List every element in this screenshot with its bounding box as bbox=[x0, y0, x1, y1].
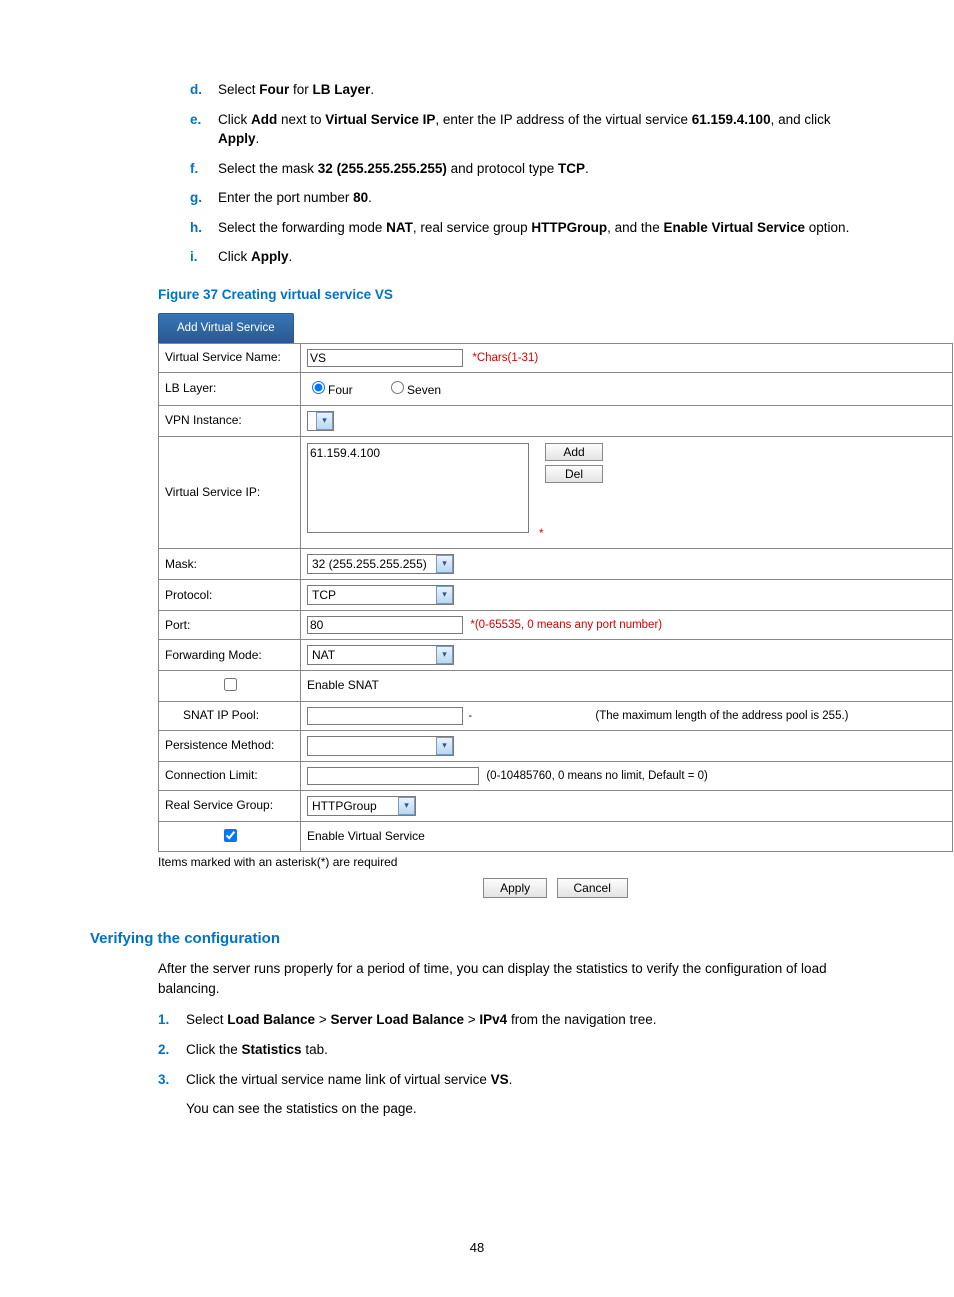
numbered-step-list: 1. Select Load Balance > Server Load Bal… bbox=[158, 1010, 864, 1089]
connlimit-input[interactable] bbox=[307, 767, 479, 785]
chevron-down-icon: ▾ bbox=[316, 412, 333, 430]
verify-intro: After the server runs properly for a per… bbox=[158, 959, 864, 998]
lblayer-label: LB Layer: bbox=[159, 373, 301, 405]
vstep-2-label: 2. bbox=[158, 1040, 186, 1060]
fwd-select[interactable]: ▾ bbox=[307, 645, 454, 665]
persist-select[interactable]: ▾ bbox=[307, 736, 454, 756]
vip-textarea[interactable] bbox=[307, 443, 529, 533]
vsname-hint: *Chars(1-31) bbox=[472, 352, 538, 364]
step-h-label: h. bbox=[190, 218, 218, 238]
step-i: i. Click Apply. bbox=[190, 247, 864, 267]
vip-required-star: * bbox=[539, 528, 543, 540]
apply-button[interactable]: Apply bbox=[483, 878, 547, 898]
radio-seven[interactable] bbox=[391, 381, 404, 394]
vstep-3-label: 3. bbox=[158, 1070, 186, 1090]
snatpool-label: SNAT IP Pool: bbox=[159, 701, 301, 730]
vstep-2: 2. Click the Statistics tab. bbox=[158, 1040, 864, 1060]
step-g-label: g. bbox=[190, 188, 218, 208]
vstep-1-text: Select Load Balance > Server Load Balanc… bbox=[186, 1010, 864, 1030]
enable-vs-label: Enable Virtual Service bbox=[301, 821, 953, 851]
rsg-label: Real Service Group: bbox=[159, 790, 301, 821]
fwd-label: Forwarding Mode: bbox=[159, 640, 301, 671]
connlimit-hint: (0-10485760, 0 means no limit, Default =… bbox=[486, 770, 708, 782]
rsg-select[interactable]: ▾ bbox=[307, 796, 416, 816]
chevron-down-icon: ▾ bbox=[436, 586, 453, 604]
step-d-text: Select Four for LB Layer. bbox=[218, 80, 864, 100]
del-button[interactable]: Del bbox=[545, 465, 603, 483]
vstep-3-text: Click the virtual service name link of v… bbox=[186, 1070, 864, 1090]
step-f: f. Select the mask 32 (255.255.255.255) … bbox=[190, 159, 864, 179]
step-e-label: e. bbox=[190, 110, 218, 149]
chevron-down-icon: ▾ bbox=[436, 737, 453, 755]
chevron-down-icon: ▾ bbox=[436, 555, 453, 573]
enable-vs-checkbox[interactable] bbox=[224, 829, 237, 842]
mask-select[interactable]: ▾ bbox=[307, 554, 454, 574]
cancel-button[interactable]: Cancel bbox=[557, 878, 628, 898]
verify-heading: Verifying the configuration bbox=[90, 928, 864, 950]
vpn-label: VPN Instance: bbox=[159, 405, 301, 436]
vstep-2-text: Click the Statistics tab. bbox=[186, 1040, 864, 1060]
step-g-text: Enter the port number 80. bbox=[218, 188, 864, 208]
radio-four[interactable] bbox=[312, 381, 325, 394]
step-h-text: Select the forwarding mode NAT, real ser… bbox=[218, 218, 864, 238]
port-input[interactable] bbox=[307, 616, 463, 634]
vpn-select[interactable]: ▾ bbox=[307, 411, 334, 431]
vstep-3-sub: You can see the statistics on the page. bbox=[186, 1099, 864, 1119]
step-d-label: d. bbox=[190, 80, 218, 100]
step-g: g. Enter the port number 80. bbox=[190, 188, 864, 208]
enable-snat-label: Enable SNAT bbox=[301, 671, 953, 701]
step-f-text: Select the mask 32 (255.255.255.255) and… bbox=[218, 159, 864, 179]
vip-label: Virtual Service IP: bbox=[159, 436, 301, 549]
chevron-down-icon: ▾ bbox=[436, 646, 453, 664]
proto-label: Protocol: bbox=[159, 580, 301, 611]
figure-caption: Figure 37 Creating virtual service VS bbox=[158, 285, 864, 305]
step-d: d. Select Four for LB Layer. bbox=[190, 80, 864, 100]
tab-add-virtual-service[interactable]: Add Virtual Service bbox=[158, 313, 294, 344]
add-virtual-service-form: Add Virtual Service Virtual Service Name… bbox=[158, 313, 864, 898]
add-button[interactable]: Add bbox=[545, 443, 603, 461]
lblayer-seven-radio[interactable]: Seven bbox=[386, 383, 441, 397]
persist-label: Persistence Method: bbox=[159, 730, 301, 761]
step-h: h. Select the forwarding mode NAT, real … bbox=[190, 218, 864, 238]
vsname-input[interactable] bbox=[307, 349, 463, 367]
mask-label: Mask: bbox=[159, 549, 301, 580]
snatpool-input[interactable] bbox=[307, 707, 463, 725]
page-number: 48 bbox=[90, 1239, 864, 1258]
step-i-label: i. bbox=[190, 247, 218, 267]
step-i-text: Click Apply. bbox=[218, 247, 864, 267]
enable-snat-checkbox[interactable] bbox=[224, 678, 237, 691]
step-e: e. Click Add next to Virtual Service IP,… bbox=[190, 110, 864, 149]
proto-select[interactable]: ▾ bbox=[307, 585, 454, 605]
vstep-3: 3. Click the virtual service name link o… bbox=[158, 1070, 864, 1090]
lblayer-four-radio[interactable]: Four bbox=[307, 383, 356, 397]
chevron-down-icon: ▾ bbox=[398, 797, 415, 815]
step-f-label: f. bbox=[190, 159, 218, 179]
port-label: Port: bbox=[159, 611, 301, 640]
lettered-step-list: d. Select Four for LB Layer. e. Click Ad… bbox=[90, 80, 864, 267]
connlimit-label: Connection Limit: bbox=[159, 761, 301, 790]
required-note: Items marked with an asterisk(*) are req… bbox=[158, 854, 864, 871]
snatpool-hint: (The maximum length of the address pool … bbox=[595, 710, 848, 722]
port-hint: *(0-65535, 0 means any port number) bbox=[470, 619, 662, 631]
step-e-text: Click Add next to Virtual Service IP, en… bbox=[218, 110, 864, 149]
vsname-label: Virtual Service Name: bbox=[159, 344, 301, 373]
vstep-1-label: 1. bbox=[158, 1010, 186, 1030]
vstep-1: 1. Select Load Balance > Server Load Bal… bbox=[158, 1010, 864, 1030]
